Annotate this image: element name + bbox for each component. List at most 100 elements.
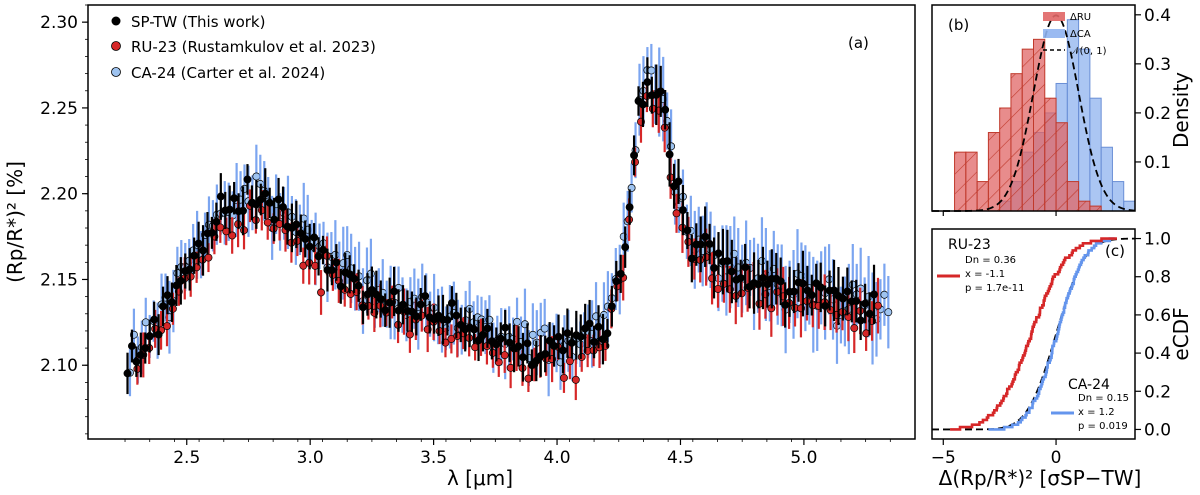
panel-b-y-axis-label: Density bbox=[1169, 72, 1193, 148]
data-point bbox=[496, 334, 505, 343]
data-point bbox=[279, 203, 287, 212]
data-point bbox=[741, 263, 750, 272]
data-point bbox=[607, 302, 616, 311]
panel-a-axis-ticks: 2.5 3.0 3.5 4.0 4.5 5.0 2.10 2.15 2.20 2.25 2.30 bbox=[40, 4, 891, 468]
legend-label-delta-ca: ΔCA bbox=[1070, 29, 1091, 40]
data-point bbox=[563, 329, 572, 338]
histogram-bar-hatch bbox=[965, 152, 978, 211]
ca-stats-box: CA-24 Dn = 0.15 x = 1.2 p = 0.019 bbox=[1051, 377, 1129, 432]
data-point bbox=[590, 337, 599, 346]
data-point bbox=[528, 330, 537, 339]
data-point bbox=[661, 105, 670, 114]
y-tick-label: 2.30 bbox=[40, 13, 78, 33]
data-point bbox=[207, 228, 216, 237]
data-point bbox=[571, 375, 580, 384]
data-point bbox=[141, 318, 150, 327]
data-point bbox=[212, 217, 221, 226]
ru-stat-x: x = -1.1 bbox=[965, 269, 1005, 280]
data-point bbox=[310, 233, 319, 242]
data-point bbox=[630, 151, 639, 160]
data-point bbox=[381, 306, 390, 315]
panel-a-frame bbox=[87, 4, 916, 440]
data-point bbox=[672, 209, 681, 218]
data-point bbox=[265, 198, 274, 207]
data-point bbox=[452, 311, 461, 320]
data-point bbox=[514, 342, 523, 351]
panel-b: 0.1 0.2 0.3 0.4 (b) Density ΔRU ΔCA 𝒩(0, 1) bbox=[931, 4, 1193, 216]
data-point bbox=[405, 330, 414, 339]
panel-a-plot-content bbox=[123, 43, 893, 401]
data-point bbox=[185, 265, 194, 274]
panel-c: 0.0 0.2 0.4 0.6 0.8 1.0 −5 0 (c) Δ(Rp/R*)² [σSP… bbox=[931, 228, 1193, 490]
data-point bbox=[776, 277, 785, 286]
data-point bbox=[230, 194, 239, 203]
y-tick-label: 0.8 bbox=[1144, 268, 1171, 288]
data-point bbox=[350, 274, 359, 283]
data-point bbox=[519, 353, 527, 362]
data-point bbox=[850, 324, 859, 333]
data-point bbox=[412, 312, 421, 321]
histogram-bar-hatch bbox=[1056, 122, 1068, 211]
data-point bbox=[145, 332, 154, 341]
data-point bbox=[665, 150, 674, 159]
data-point bbox=[884, 308, 893, 317]
data-point bbox=[880, 290, 889, 299]
data-point bbox=[327, 266, 336, 275]
data-point bbox=[199, 246, 207, 255]
legend-marker-sp bbox=[111, 16, 121, 26]
data-point bbox=[305, 242, 314, 251]
data-point bbox=[594, 322, 603, 331]
histogram-bar bbox=[1111, 181, 1125, 212]
data-point bbox=[696, 240, 705, 249]
data-point bbox=[194, 239, 203, 248]
data-point bbox=[132, 357, 141, 366]
y-tick-label: 0.4 bbox=[1144, 6, 1171, 26]
data-point bbox=[443, 315, 452, 324]
data-point bbox=[701, 232, 710, 241]
data-point bbox=[376, 295, 385, 304]
panel-a-x-axis-label: λ [μm] bbox=[447, 466, 513, 490]
data-point bbox=[421, 292, 430, 300]
data-point bbox=[501, 323, 510, 332]
data-point bbox=[225, 205, 234, 214]
data-point bbox=[263, 218, 272, 227]
histogram-bar-hatch bbox=[954, 152, 966, 211]
data-point bbox=[270, 215, 279, 224]
data-point bbox=[861, 299, 870, 308]
y-tick-label: 0.6 bbox=[1144, 306, 1171, 326]
data-point bbox=[585, 319, 594, 328]
histogram-bar-hatch bbox=[1033, 39, 1045, 212]
data-point bbox=[359, 303, 367, 312]
data-point bbox=[159, 302, 167, 311]
data-point bbox=[856, 316, 865, 325]
data-point bbox=[754, 280, 763, 289]
data-point bbox=[603, 329, 612, 338]
panel-c-ecdf-lines bbox=[932, 237, 1136, 431]
data-point bbox=[798, 279, 807, 288]
series-sp-tw bbox=[123, 57, 878, 395]
panel-c-label: (c) bbox=[1105, 242, 1125, 260]
x-tick-label: 3.5 bbox=[420, 448, 447, 468]
y-tick-label: 2.20 bbox=[40, 185, 78, 205]
data-point bbox=[176, 276, 185, 285]
data-point bbox=[843, 287, 852, 296]
data-point bbox=[317, 288, 325, 297]
data-point bbox=[154, 330, 163, 339]
y-tick-label: 0.2 bbox=[1144, 382, 1171, 402]
data-point bbox=[416, 300, 425, 309]
data-point bbox=[683, 226, 692, 235]
data-point bbox=[852, 297, 861, 306]
panel-c-x-axis-label: Δ(Rp/R*)² [σSP−TW] bbox=[939, 466, 1142, 490]
histogram-bar-hatch bbox=[999, 108, 1011, 211]
data-point bbox=[865, 309, 874, 318]
data-point bbox=[150, 315, 159, 324]
legend-label-sp: SP-TW (This work) bbox=[131, 13, 265, 31]
y-tick-label: 1.0 bbox=[1144, 230, 1171, 250]
legend-label-delta-ru: ΔRU bbox=[1070, 12, 1091, 23]
data-point bbox=[292, 220, 301, 229]
data-point bbox=[483, 324, 492, 333]
data-point bbox=[301, 234, 310, 243]
data-point bbox=[447, 299, 456, 308]
data-point bbox=[807, 291, 816, 300]
data-point bbox=[228, 231, 237, 240]
